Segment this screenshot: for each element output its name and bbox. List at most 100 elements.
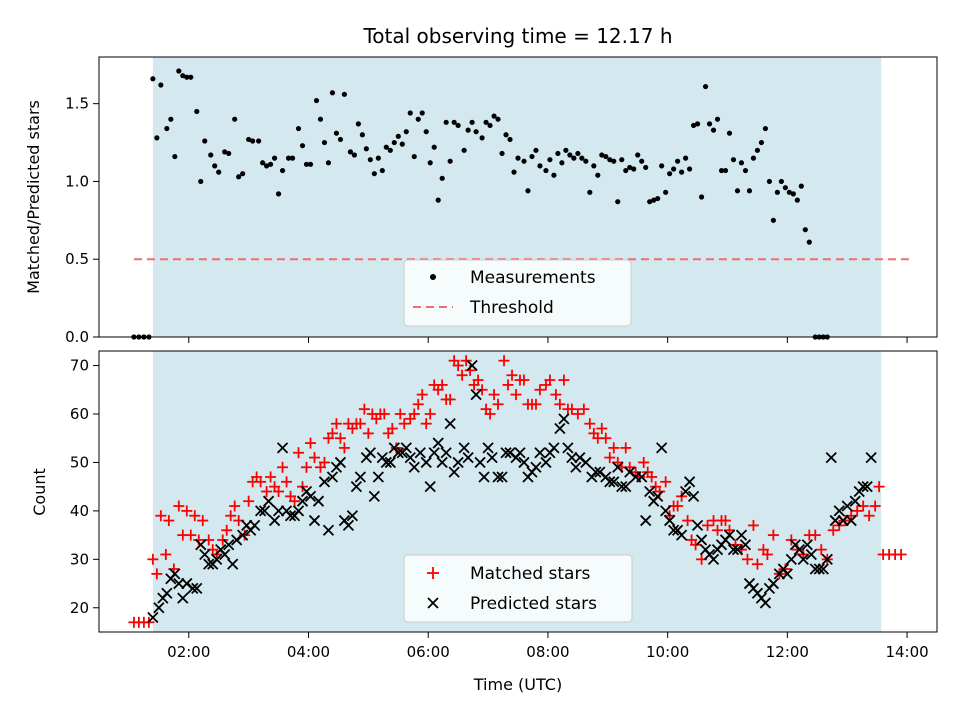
measurement-point [675, 158, 681, 164]
predicted-star-point [739, 539, 752, 551]
predicted-star-point [656, 442, 668, 454]
measurement-point [766, 178, 773, 185]
measurement-point [198, 178, 204, 185]
predicted-star-point [380, 456, 392, 469]
measurement-point [730, 157, 737, 163]
axes-frame-bottom [98, 350, 938, 633]
predicted-star-point [408, 461, 420, 473]
measurement-point [770, 217, 776, 223]
predicted-star-point [173, 577, 185, 590]
predicted-star-point [203, 558, 215, 570]
predicted-star-point [664, 514, 676, 527]
measurement-point [798, 183, 804, 189]
matched-star-point [682, 515, 694, 527]
predicted-star-point [849, 495, 861, 507]
predicted-star-point [723, 529, 736, 541]
measurement-point [303, 161, 310, 167]
matched-star-point [600, 432, 612, 444]
matched-star-point [163, 515, 175, 527]
matched-star-point [534, 384, 546, 396]
measurement-point [379, 167, 385, 174]
measurement-point [180, 73, 186, 79]
predicted-star-point [466, 359, 478, 372]
measurement-point [671, 166, 677, 172]
measurement-point [521, 158, 527, 164]
predicted-star-point [436, 456, 448, 469]
predicted-star-point [660, 505, 672, 517]
predicted-star-point [640, 514, 652, 527]
predicted-star-point [400, 442, 412, 454]
legend-label-measurements: Measurements [470, 268, 596, 288]
matched-star-point [492, 398, 504, 410]
measurement-point [579, 155, 585, 161]
measurement-point [212, 163, 218, 169]
predicted-star-point [735, 529, 748, 541]
predicted-star-point [227, 558, 239, 570]
measurement-point [216, 169, 222, 175]
matched-star-point [767, 529, 779, 541]
matched-star-point [815, 544, 827, 556]
legend-label-matched: Matched stars [470, 564, 590, 584]
matched-star-point [554, 398, 566, 410]
predicted-star-point [318, 476, 331, 488]
measurement-point [786, 189, 792, 195]
matched-star-point [558, 374, 570, 386]
measurement-point [663, 189, 669, 195]
matched-star-point [412, 398, 424, 410]
measurement-point [559, 160, 565, 166]
matched-star-point [827, 524, 839, 536]
predicted-star-point [534, 447, 546, 459]
matched-star-point [261, 486, 273, 497]
measurement-point [447, 158, 453, 164]
measurement-point [543, 167, 549, 174]
predicted-star-point [829, 514, 841, 527]
measurement-point [533, 147, 539, 153]
measurement-point [575, 150, 581, 157]
measurement-point [802, 227, 808, 233]
predicted-star-point [604, 476, 616, 488]
predicted-star-point [350, 481, 363, 493]
predicted-star-point [161, 587, 173, 599]
predicted-star-point [612, 461, 624, 473]
measurement-point [423, 129, 429, 135]
measurement-point [208, 152, 214, 158]
x-tick-label: 12:00 [766, 643, 809, 661]
matched-star-point [452, 360, 464, 372]
measurement-point [313, 97, 320, 104]
matched-star-point [217, 534, 229, 546]
predicted-star-point [841, 500, 853, 512]
predicted-star-point [424, 481, 436, 493]
matched-star-point [354, 418, 366, 430]
matched-star-point [839, 515, 851, 527]
predicted-star-point [440, 447, 452, 459]
measurement-point [495, 116, 501, 122]
measurement-point [782, 185, 788, 191]
x-tick-label: 02:00 [167, 643, 210, 661]
predicted-star-point [781, 568, 793, 580]
matched-star-point [225, 510, 237, 522]
measurement-point [790, 191, 796, 197]
predicted-star-point [825, 451, 837, 464]
measurement-point [337, 136, 344, 143]
measurement-point [443, 119, 449, 125]
measurement-point [619, 157, 625, 163]
matched-star-point [672, 500, 684, 512]
matched-star-point [498, 355, 510, 367]
matched-star-point [147, 553, 159, 565]
measurement-point [469, 119, 475, 125]
matched-star-point [572, 408, 584, 420]
predicted-star-point [667, 524, 680, 536]
x-axis-label: Time (UTC) [473, 675, 562, 694]
measurement-point [347, 149, 353, 155]
predicted-star-point [636, 471, 648, 483]
measurement-point [529, 153, 535, 160]
measurement-point [515, 155, 521, 161]
measurement-point [487, 122, 493, 129]
predicted-star-point [276, 442, 289, 454]
predicted-star-point [346, 510, 359, 522]
matched-star-point [398, 418, 410, 430]
measurement-point [623, 167, 629, 174]
matched-star-point [416, 389, 428, 401]
legend-box-bottom [403, 554, 633, 623]
predicted-star-point [558, 413, 570, 425]
